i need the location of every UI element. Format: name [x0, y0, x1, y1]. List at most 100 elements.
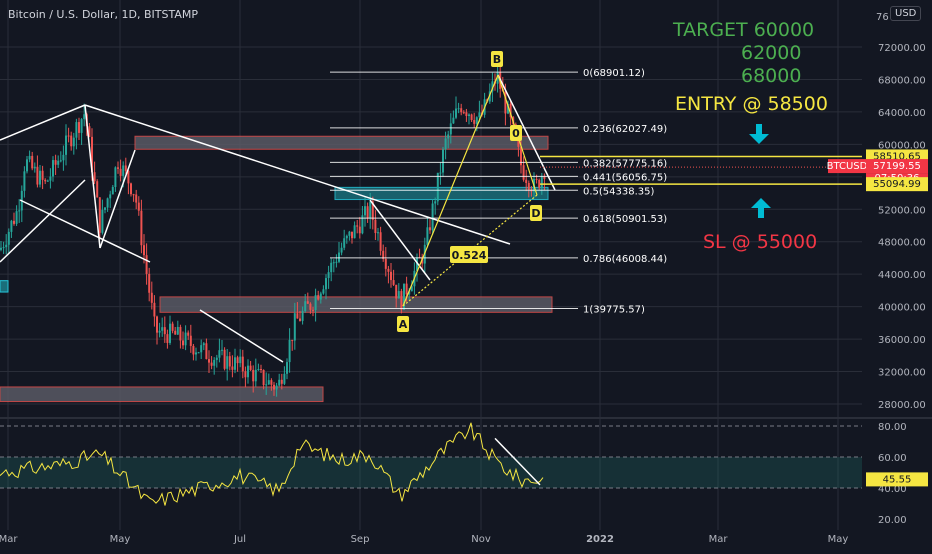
candle-body	[75, 122, 78, 138]
candle-body	[234, 357, 236, 370]
stop-price-badge-text: 55094.99	[873, 179, 921, 190]
last-price-badge-text: 57199.55	[873, 161, 921, 172]
candle-body	[184, 332, 187, 346]
candle-body	[348, 231, 351, 236]
entry-arrow-icon-head	[749, 134, 769, 144]
fib-level-label: 1(39775.57)	[583, 304, 645, 315]
candle-body	[504, 91, 507, 114]
candle-body	[88, 126, 91, 137]
candle-body	[13, 220, 15, 224]
candle-body	[215, 357, 218, 360]
candle-body	[267, 380, 270, 385]
candle-body	[195, 352, 197, 355]
price-tick-label: 64000.00	[878, 108, 926, 119]
candle-body	[78, 122, 80, 133]
candle-body	[496, 72, 499, 84]
point-c-label-box	[510, 125, 522, 141]
candle-body	[106, 198, 109, 208]
candle-body	[447, 134, 450, 139]
candle-body	[150, 292, 153, 303]
candle-body	[262, 369, 265, 386]
entry-arrow-icon-shaft	[756, 124, 762, 134]
candle-body	[23, 171, 26, 191]
point-d-label-text: D	[531, 207, 540, 220]
candle-body	[340, 247, 343, 253]
candle-body	[405, 283, 408, 295]
price-tick-label: 28000.00	[878, 400, 926, 411]
price-tick-label: 36000.00	[878, 335, 926, 346]
candle-body	[62, 154, 65, 161]
stop-arrow-icon-shaft	[758, 208, 764, 218]
candle-body	[304, 301, 307, 312]
candle-body	[98, 197, 101, 233]
candle-body	[286, 362, 288, 374]
candle-body	[39, 170, 41, 185]
candle-body	[527, 182, 530, 190]
candle-body	[208, 359, 210, 363]
candle-body	[460, 108, 463, 113]
candle-body	[36, 166, 39, 185]
candle-body	[72, 137, 75, 147]
point-d-label-box	[530, 205, 542, 221]
symbol-badge-text: BTCUSD	[827, 161, 868, 172]
candle-body	[330, 262, 333, 273]
candle-body	[299, 318, 301, 321]
stop-price-badge-box	[866, 177, 928, 192]
candle-body	[218, 350, 221, 358]
candle-body	[244, 371, 247, 378]
candle-body	[171, 323, 174, 331]
candle-body	[338, 252, 340, 262]
symbol-badge: BTCUSD	[827, 159, 868, 174]
candle-body	[127, 170, 130, 184]
candle-body	[312, 309, 314, 311]
flag-line	[99, 149, 136, 249]
wedge-lower-line	[19, 199, 151, 263]
candle-body	[387, 268, 390, 272]
candle-body	[33, 166, 36, 169]
candle-body	[140, 210, 143, 246]
candle-body	[223, 349, 226, 369]
candle-body	[7, 231, 10, 245]
candle-body	[109, 194, 112, 199]
time-tick-label: 2022	[586, 534, 614, 545]
candle-body	[457, 108, 460, 110]
ratio-badge: 0.524	[450, 246, 488, 263]
candle-body	[228, 356, 231, 367]
candle-body	[31, 155, 34, 169]
candle-body	[130, 183, 132, 195]
candle-body	[5, 244, 8, 248]
rsi-tick-label: 80.00	[878, 422, 907, 433]
entry-arrow-icon	[749, 124, 769, 144]
candle-body	[273, 384, 275, 390]
candle-body	[522, 165, 525, 180]
candle-body	[67, 135, 70, 137]
candle-body	[369, 201, 372, 219]
candle-body	[210, 362, 213, 366]
candle-body	[397, 291, 400, 299]
currency-button[interactable]: USD	[890, 6, 922, 21]
candle-body	[153, 302, 156, 317]
candle-body	[317, 295, 320, 300]
candle-body	[379, 232, 382, 251]
candle-body	[80, 119, 83, 133]
candle-body	[163, 327, 166, 335]
price-tick-label: 52000.00	[878, 205, 926, 216]
candle-body	[213, 359, 216, 366]
price-tick-top: 76	[876, 12, 889, 23]
point-c-label: 0	[510, 125, 522, 141]
candle-body	[161, 327, 164, 331]
fib-level-label: 0.5(54338.35)	[583, 186, 655, 197]
rsi-value-badge-text: 45.55	[883, 474, 912, 485]
candle-body	[465, 112, 468, 117]
candle-body	[205, 343, 208, 360]
candle-body	[525, 179, 528, 183]
candle-body	[96, 181, 99, 198]
stop-loss-label: SL @ 55000	[703, 231, 818, 253]
candle-body	[28, 155, 31, 160]
stop-arrow-icon	[751, 198, 771, 218]
time-tick-label: Mar	[709, 534, 729, 545]
candle-body	[343, 238, 346, 248]
candle-body	[377, 232, 379, 234]
